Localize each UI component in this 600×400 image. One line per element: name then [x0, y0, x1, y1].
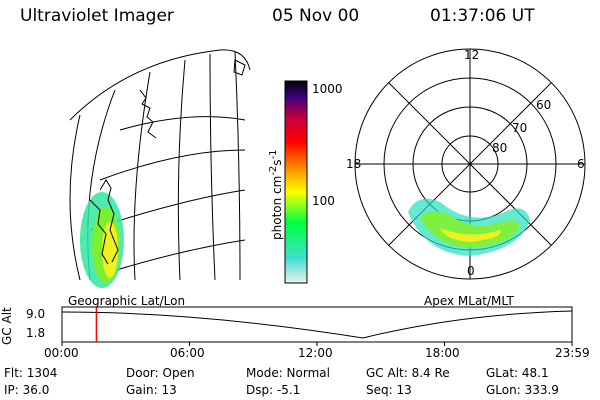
timeline-ylabel: GC Alt — [0, 307, 14, 345]
instrument-title: Ultraviolet Imager — [20, 6, 174, 26]
colorbar-label: photon cm-2s-1 — [268, 149, 284, 240]
colorbar — [284, 80, 308, 284]
timeline-xtick-1200: 12:00 — [298, 346, 333, 360]
mlat-label-60: 60 — [536, 98, 552, 112]
colorbar-tick-1000: 1000 — [312, 82, 343, 96]
dsp-value: Dsp: -5.1 — [246, 383, 301, 397]
timeline-xtick-2359: 23:59 — [555, 346, 590, 360]
timeline-xtick-0600: 06:00 — [170, 346, 205, 360]
gain-value: Gain: 13 — [126, 383, 177, 397]
image-time: 01:37:06 UT — [430, 6, 535, 26]
apex-polar-plot — [354, 48, 586, 280]
image-date: 05 Nov 00 — [272, 6, 360, 26]
mlt-label-12: 12 — [464, 48, 480, 62]
mlat-label-70: 70 — [512, 121, 528, 135]
orbit-timeline — [61, 306, 573, 346]
geo-latitude: GLat: 48.1 — [486, 366, 549, 380]
flight-number: Flt: 1304 — [4, 366, 58, 380]
sequence-value: Seq: 13 — [366, 383, 412, 397]
timeline-xtick-1800: 18:00 — [425, 346, 460, 360]
mlt-label-18: 18 — [346, 157, 362, 171]
geo-longitude: GLon: 333.9 — [486, 383, 559, 397]
geographic-caption: Geographic Lat/Lon — [68, 294, 186, 308]
geographic-map — [69, 49, 251, 288]
colorbar-tick-100: 100 — [312, 194, 335, 208]
mlat-label-80: 80 — [492, 141, 508, 155]
apex-caption: Apex MLat/MLT — [424, 294, 514, 308]
timeline-ytick-1.8: 1.8 — [26, 326, 46, 340]
mlt-label-6: 6 — [577, 157, 585, 171]
mlt-label-0: 0 — [467, 264, 475, 278]
door-status: Door: Open — [126, 366, 195, 380]
mode-status: Mode: Normal — [246, 366, 330, 380]
ip-value: IP: 36.0 — [4, 383, 50, 397]
gc-altitude: GC Alt: 8.4 Re — [366, 366, 450, 380]
timeline-ytick-9: 9.0 — [26, 307, 46, 321]
timeline-xtick-0000: 00:00 — [44, 346, 79, 360]
